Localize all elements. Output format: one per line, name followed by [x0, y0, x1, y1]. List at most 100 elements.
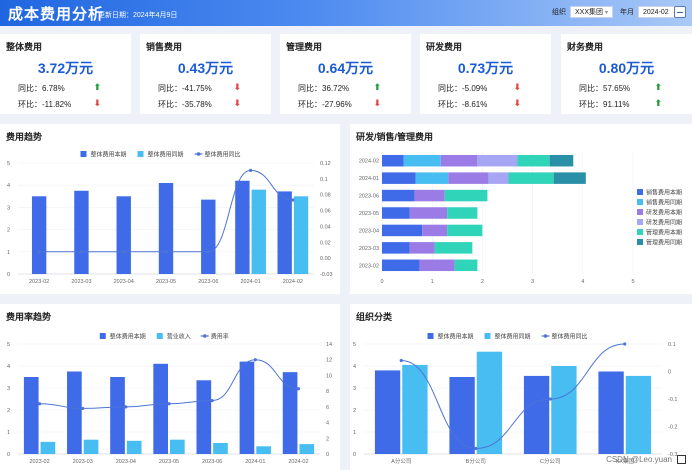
x-tick-label: 2024-02: [283, 279, 303, 285]
bar: [110, 377, 125, 454]
arrow-down-icon: ⬇: [373, 98, 381, 108]
legend-label: 费用率: [211, 333, 229, 341]
org-select[interactable]: XXX集团 ▾: [570, 6, 614, 18]
bar-segment: [488, 172, 509, 184]
legend-swatch: [484, 333, 491, 339]
arrow-down-icon: ⬇: [513, 98, 521, 108]
bar: [293, 196, 309, 274]
legend-swatch: [637, 229, 643, 235]
y2-tick-label: -0.03: [320, 272, 333, 278]
kpi-mom-value: -8.61%: [462, 100, 488, 109]
kpi-mom-row: 环比：91.11%: [579, 99, 630, 110]
line-point: [124, 405, 128, 409]
kpi-card: 销售费用 0.43万元 同比：-41.75% ⬇ 环比：-35.78% ⬇: [140, 34, 271, 114]
y2-tick-label: 0.1: [320, 177, 328, 183]
legend-label: 管理费用同期: [646, 239, 682, 247]
y-tick-label: 2024-02: [359, 159, 379, 165]
arrow-up-icon: ⬆: [654, 82, 662, 92]
bar-segment: [444, 189, 488, 202]
x-tick-label: 3: [531, 279, 534, 285]
bar: [449, 377, 475, 454]
period-filter-label: 年月: [620, 9, 634, 16]
legend-swatch: [637, 239, 643, 245]
kpi-yoy-row: 同比：36.72%: [298, 83, 349, 94]
arrow-down-icon: ⬇: [513, 82, 521, 92]
kpi-value: 0.80万元: [598, 60, 655, 76]
line-point: [623, 342, 627, 346]
x-tick-label: B分公司: [466, 457, 486, 465]
y2-tick-label: -0.1: [668, 397, 677, 403]
legend-label: 整体费用本期: [438, 333, 474, 341]
y-tick-label: 3: [353, 386, 356, 392]
legend-label: 整体费用同期: [148, 151, 184, 159]
kpi-mom-row: 环比：-35.78%: [158, 99, 212, 110]
bar-segment: [440, 154, 478, 167]
kpi-mom-value: -35.78%: [182, 100, 212, 109]
x-tick-label: 2023-04: [114, 279, 134, 285]
arrow-up-icon: ⬆: [373, 82, 381, 92]
bar: [126, 440, 142, 454]
arrow-up-icon: ⬆: [93, 82, 101, 92]
line-point: [474, 446, 478, 451]
y-tick-label: 2023-05: [359, 211, 379, 217]
header-bar: 成本费用分析 更新日期：2024年4月9日 组织 XXX集团 ▾ 年月 2024-…: [0, 0, 692, 26]
org-select-value: XXX集团: [575, 9, 604, 16]
bar: [282, 372, 298, 454]
legend-label: 整体费用本期: [110, 333, 146, 341]
bar-segment: [454, 259, 478, 272]
bar-segment: [382, 189, 415, 202]
legend-label: 销售费用本期: [646, 189, 682, 197]
x-tick-label: 2024-01: [240, 279, 260, 285]
kpi-yoy-value: -5.09%: [462, 84, 488, 93]
line-point: [253, 358, 257, 362]
x-tick-label: 2023-02: [29, 459, 49, 465]
panel-org: 组织分类 0 1 2 3 4 5 -0.3 -0.2 -0.1 0 0.1 A分公司 B分公司 C分公司 X…: [350, 304, 692, 470]
legend-swatch: [637, 209, 643, 215]
period-filter[interactable]: 年月 2024-02: [620, 6, 680, 18]
panel-title-rate: 费用率趋势: [6, 312, 52, 322]
y-tick-label: 1: [7, 250, 10, 256]
bar: [83, 439, 99, 454]
legend-swatch: [637, 219, 643, 225]
line-point: [122, 250, 126, 254]
org-filter[interactable]: 组织 XXX集团 ▾: [552, 6, 614, 18]
bar-segment: [477, 154, 518, 167]
bar-segment: [447, 207, 478, 219]
kpi-yoy-label: 同比：: [579, 84, 603, 93]
line-point: [291, 198, 295, 202]
y2-tick-label: 8: [326, 389, 329, 395]
legend-line-dot: [196, 152, 201, 156]
y-tick-label: 5: [7, 161, 10, 167]
bar: [256, 446, 271, 454]
kpi-yoy-label: 同比：: [298, 84, 322, 93]
kpi-value: 3.72万元: [37, 60, 94, 76]
y-tick-label: 2023-02: [359, 263, 379, 269]
y2-tick-label: 0: [326, 452, 329, 458]
kpi-yoy-value: 6.78%: [42, 84, 65, 93]
y2-tick-label: 14: [326, 342, 332, 348]
x-tick-label: 2023-03: [71, 279, 91, 285]
x-tick-label: 2023-04: [116, 459, 136, 465]
y2-tick-label: 0.08: [320, 193, 331, 199]
chevron-down-icon: ▾: [605, 10, 609, 16]
bar-segment: [553, 172, 586, 184]
y-tick-label: 5: [7, 342, 10, 348]
bar-segment: [382, 259, 420, 272]
page-title: 成本费用分析: [8, 6, 105, 23]
y-tick-label: 0: [7, 272, 10, 278]
kpi-title: 管理费用: [286, 42, 323, 52]
fullscreen-icon[interactable]: [677, 455, 686, 464]
export-icon[interactable]: [674, 6, 686, 18]
y2-tick-label: 10: [326, 373, 332, 379]
bar-segment: [508, 172, 554, 184]
y-tick-label: 2023-03: [359, 246, 379, 252]
bar: [551, 366, 577, 454]
y-tick-label: 3: [7, 205, 10, 211]
legend-label: 管理费用本期: [646, 229, 682, 237]
kpi-yoy-label: 同比：: [158, 84, 182, 93]
chart-rd-sales-mgmt: 0 1 2 3 4 5 2024-02 2024-01 2023-06 2023-05 2023-0…: [359, 152, 682, 285]
y2-tick-label: 0.06: [320, 209, 331, 215]
kpi-mom-label: 环比：: [438, 100, 462, 109]
bar: [625, 375, 652, 454]
